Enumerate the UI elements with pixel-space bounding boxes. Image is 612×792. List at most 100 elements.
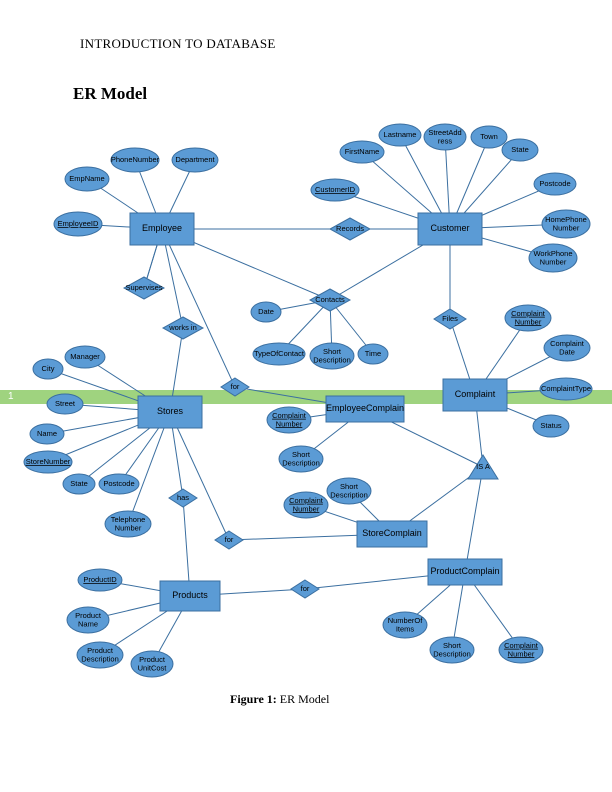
stores: Stores <box>138 396 202 428</box>
svg-text:IS A: IS A <box>476 462 490 471</box>
has: has <box>169 489 197 507</box>
svg-text:Complaint: Complaint <box>455 389 496 399</box>
svg-text:EmployeeComplain: EmployeeComplain <box>326 403 404 413</box>
products: Products <box>160 581 220 611</box>
svg-text:works in: works in <box>168 323 197 332</box>
firstname: FirstName <box>340 141 384 163</box>
sc_compnum: ComplaintNumber <box>284 492 328 518</box>
productdesc: ProductDescription <box>77 642 123 668</box>
productcost: ProductUnitCost <box>131 651 173 677</box>
streetaddr: StreetAddress <box>424 124 466 150</box>
employeeid: EmployeeID <box>54 212 102 236</box>
complaintdate: ComplaintDate <box>544 335 590 361</box>
date: Date <box>251 302 281 322</box>
department: Department <box>172 148 218 172</box>
svg-text:Street: Street <box>55 399 76 408</box>
town: Town <box>471 126 507 148</box>
svg-text:for: for <box>301 584 310 593</box>
for2: for <box>215 531 243 549</box>
complaintnum: ComplaintNumber <box>505 305 551 331</box>
svg-text:Lastname: Lastname <box>384 130 417 139</box>
productid: ProductID <box>78 569 122 591</box>
svg-text:Products: Products <box>172 590 208 600</box>
svg-text:Customer: Customer <box>430 223 469 233</box>
postcode_c: Postcode <box>534 173 576 195</box>
svg-text:Town: Town <box>480 132 498 141</box>
svg-text:Supervises: Supervises <box>125 283 162 292</box>
svg-text:ComplaintType: ComplaintType <box>541 384 591 393</box>
svg-text:ProductName: ProductName <box>75 611 102 629</box>
records: Records <box>330 218 370 240</box>
svg-text:EmployeeID: EmployeeID <box>58 219 99 228</box>
svg-text:StoreNumber: StoreNumber <box>26 457 71 466</box>
svg-text:Records: Records <box>336 224 364 233</box>
pc_shortdesc: ShortDescription <box>430 637 474 663</box>
svg-text:CustomerID: CustomerID <box>315 185 356 194</box>
svg-text:ProductID: ProductID <box>83 575 117 584</box>
isa: IS A <box>468 455 498 479</box>
svg-text:TypeOfContact: TypeOfContact <box>254 349 305 358</box>
svg-text:ComplaintNumber: ComplaintNumber <box>504 641 539 659</box>
er-diagram: Employee Customer Stores Complaint EmployeeC… <box>0 0 612 792</box>
storenumber: StoreNumber <box>24 451 72 473</box>
telephone: TelephoneNumber <box>105 511 151 537</box>
empname: EmpName <box>65 167 109 191</box>
homephone: HomePhoneNumber <box>542 210 590 238</box>
svg-text:City: City <box>42 364 55 373</box>
svg-text:Employee: Employee <box>142 223 182 233</box>
productname: ProductName <box>67 607 109 633</box>
state_c: State <box>502 139 538 161</box>
city: City <box>33 359 63 379</box>
svg-text:EmpName: EmpName <box>69 174 104 183</box>
svg-text:ComplaintNumber: ComplaintNumber <box>511 309 546 327</box>
street: Street <box>47 394 83 414</box>
svg-text:Stores: Stores <box>157 406 184 416</box>
ec_compnum: ComplaintNumber <box>267 407 311 433</box>
svg-text:Files: Files <box>442 314 458 323</box>
svg-text:Time: Time <box>365 349 381 358</box>
phonenum_e: PhoneNumber <box>111 148 160 172</box>
svg-text:Postcode: Postcode <box>539 179 570 188</box>
employee: Employee <box>130 213 194 245</box>
svg-text:Name: Name <box>37 429 57 438</box>
productcomplain: ProductComplain <box>428 559 502 585</box>
svg-text:ProductUnitCost: ProductUnitCost <box>138 655 168 673</box>
svg-text:ComplaintNumber: ComplaintNumber <box>272 411 307 429</box>
svg-text:PhoneNumber: PhoneNumber <box>111 155 160 164</box>
svg-text:TelephoneNumber: TelephoneNumber <box>111 515 146 533</box>
for3: for <box>291 580 319 598</box>
name: Name <box>30 424 64 444</box>
sc_shortdesc: ShortDescription <box>327 478 371 504</box>
supervises: Supervises <box>124 277 164 299</box>
pc_numitems: NumberOfItems <box>383 612 427 638</box>
customerid: CustomerID <box>311 179 359 201</box>
storecomplain: StoreComplain <box>357 521 427 547</box>
svg-text:Date: Date <box>258 307 274 316</box>
complainttype: ComplaintType <box>540 378 592 400</box>
svg-text:Contacts: Contacts <box>315 295 345 304</box>
complaint: Complaint <box>443 379 507 411</box>
time: Time <box>358 344 388 364</box>
svg-text:ProductComplain: ProductComplain <box>430 566 499 576</box>
svg-text:FirstName: FirstName <box>345 147 380 156</box>
typeofcontact: TypeOfContact <box>253 343 305 365</box>
postcode_s: Postcode <box>99 474 139 494</box>
ec_shortdesc: ShortDescription <box>279 446 323 472</box>
employeecomplain: EmployeeComplain <box>326 396 404 422</box>
status: Status <box>533 415 569 437</box>
lastname: Lastname <box>379 124 421 146</box>
workphone: WorkPhoneNumber <box>529 244 577 272</box>
svg-text:Postcode: Postcode <box>103 479 134 488</box>
svg-text:ComplaintNumber: ComplaintNumber <box>289 496 324 514</box>
manager: Manager <box>65 346 105 368</box>
svg-text:State: State <box>511 145 529 154</box>
svg-text:for: for <box>225 535 234 544</box>
svg-text:State: State <box>70 479 88 488</box>
state_s: State <box>63 474 95 494</box>
svg-text:Manager: Manager <box>70 352 100 361</box>
svg-text:Status: Status <box>540 421 562 430</box>
customer: Customer <box>418 213 482 245</box>
svg-text:Department: Department <box>175 155 215 164</box>
svg-text:StoreComplain: StoreComplain <box>362 528 422 538</box>
for1: for <box>221 378 249 396</box>
